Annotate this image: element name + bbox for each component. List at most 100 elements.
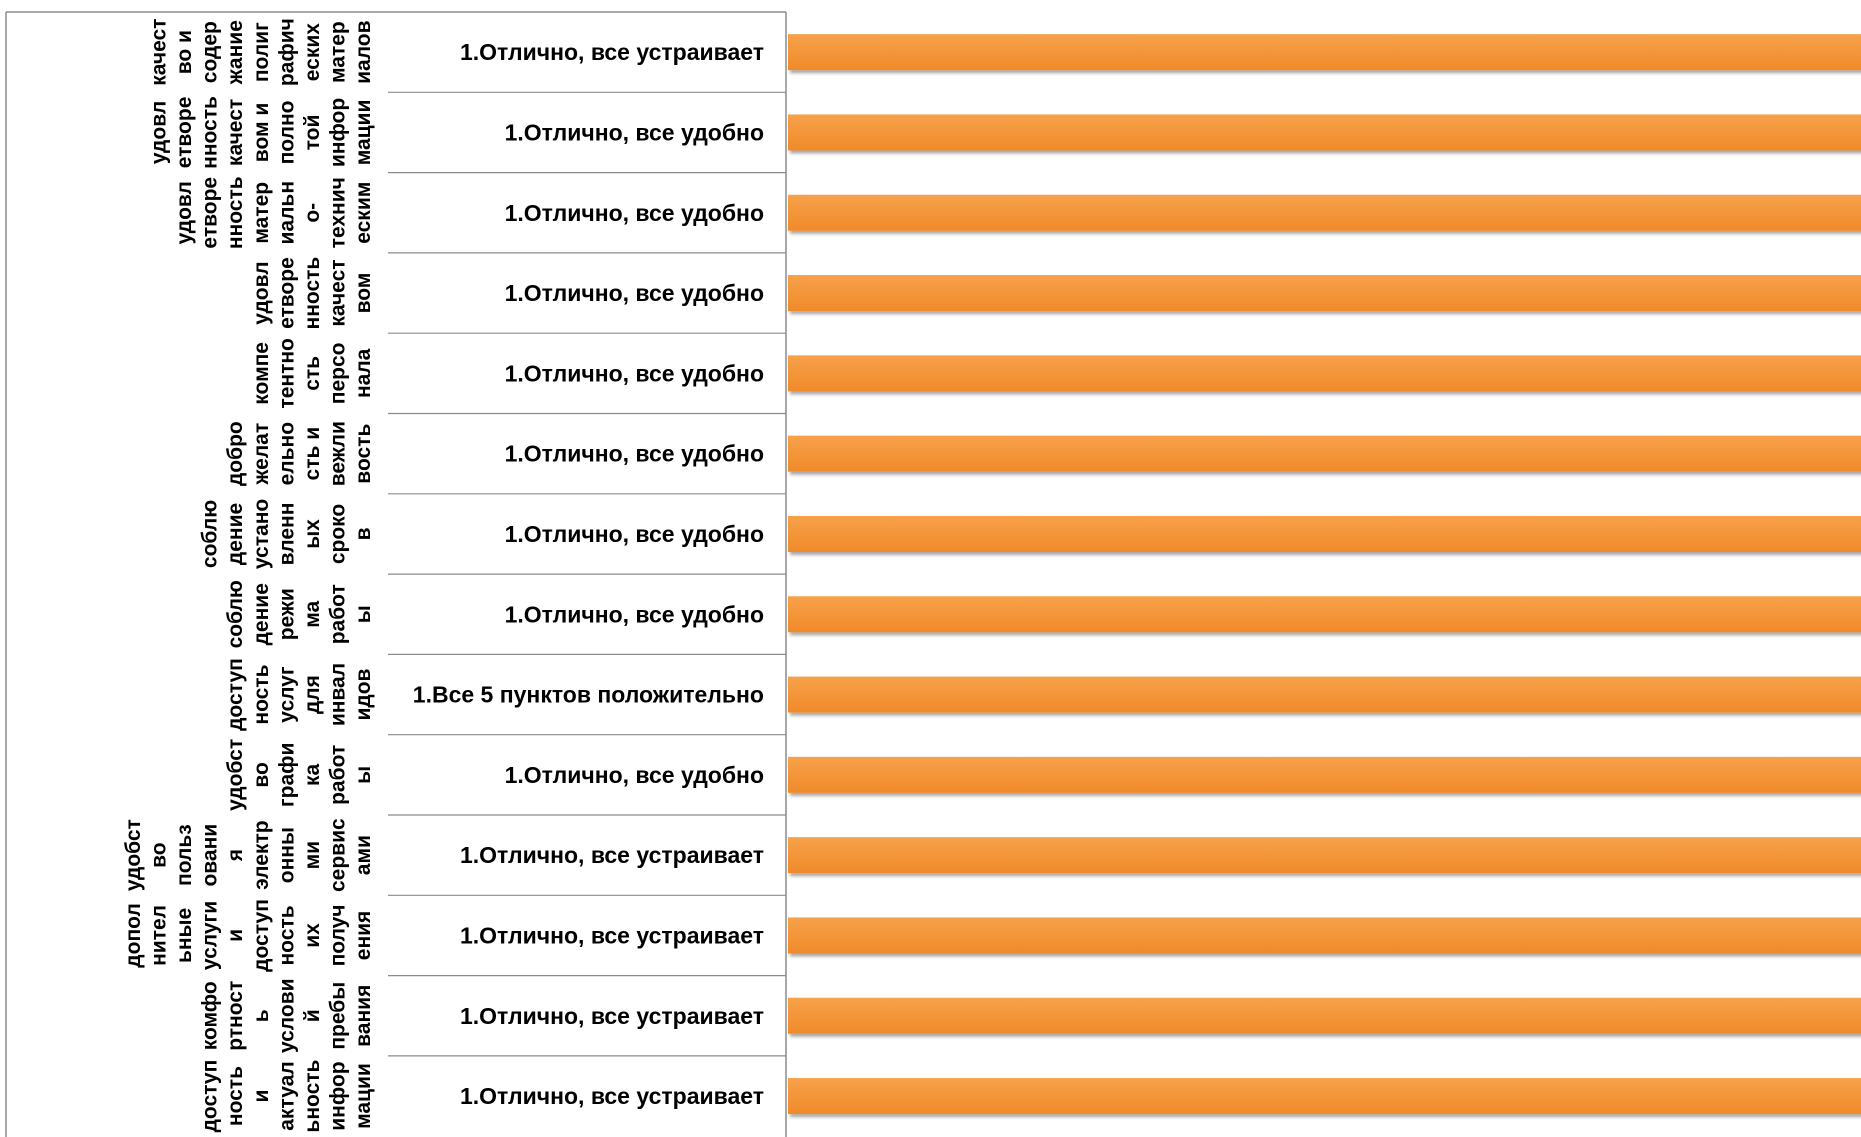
group-label-line: дение: [250, 583, 273, 645]
category-label: 1.Отлично, все устраивает: [460, 39, 764, 65]
category-label: 1.Отлично, все удобно: [505, 200, 764, 226]
group-label-line: ьность: [301, 1059, 324, 1132]
group-label-line: актуал: [275, 1061, 298, 1130]
bar: [788, 275, 1861, 312]
group-label-line: доступ: [199, 1060, 222, 1133]
group-label-line: я: [224, 849, 247, 862]
bar: [788, 114, 1861, 151]
group-label-line: в: [352, 527, 375, 540]
group-label-line: идов: [352, 668, 375, 720]
bar: [788, 837, 1861, 874]
group-label-line: иальн: [275, 181, 298, 245]
group-label-line: удовл: [173, 181, 196, 244]
group-label-line: их: [301, 923, 324, 948]
group-label-line: графи: [275, 743, 298, 808]
group-label-line: польз: [173, 824, 196, 886]
group-label-line: матер: [250, 182, 273, 244]
bar: [788, 1078, 1861, 1115]
category-label: 1.Отлично, все удобно: [505, 360, 764, 386]
category-label: 1.Отлично, все устраивает: [460, 842, 764, 868]
group-label-line: пребы: [327, 982, 350, 1050]
group-label-line: доступ: [250, 899, 273, 972]
group-label-line: рафич: [275, 18, 298, 86]
group-label-line: вленн: [275, 503, 298, 566]
group-label-line: етворе: [173, 97, 196, 169]
category-label: 1.Отлично, все удобно: [505, 280, 764, 306]
group-label-line: услуги: [199, 901, 222, 970]
bar: [788, 997, 1861, 1034]
group-label-line: вания: [352, 985, 375, 1047]
group-label-line: соблю: [199, 500, 222, 568]
group-label-line: нител: [147, 905, 170, 966]
bars-area: 68,467,155,675,674,28076,977,358,77660,4…: [788, 34, 1861, 1115]
category-label: 1.Отлично, все устраивает: [460, 1003, 764, 1029]
group-label-line: ность: [275, 905, 298, 965]
group-label-line: персо: [327, 342, 350, 404]
group-label-line: ность: [224, 1066, 247, 1126]
bar: [788, 34, 1861, 71]
group-label-line: во: [250, 762, 273, 787]
category-label: 1.Отлично, все устраивает: [460, 1083, 764, 1109]
group-label-line: качест: [224, 99, 247, 166]
group-label-line: допол: [122, 903, 145, 968]
group-label-line: нность: [301, 257, 324, 330]
group-label-line: нала: [352, 348, 375, 398]
group-label-line: вом: [352, 273, 375, 314]
group-label-line: иалов: [352, 20, 375, 83]
category-label: 1.Отлично, все удобно: [505, 762, 764, 788]
group-label-line: добро: [224, 421, 247, 486]
group-label-line: той: [301, 115, 324, 151]
group-label-line: вежли: [327, 421, 350, 486]
group-label-line: мации: [352, 1063, 375, 1129]
group-label-line: сть и: [301, 427, 324, 481]
group-label-line: ма: [301, 600, 324, 627]
group-label-line: ность: [250, 664, 273, 724]
group-label-line: й: [301, 1009, 324, 1022]
group-label-line: ы: [352, 605, 375, 623]
group-label-line: технич: [327, 177, 350, 248]
group-label-line: овани: [199, 824, 222, 887]
group-label-line: удовл: [250, 261, 273, 324]
bar: [788, 676, 1861, 713]
group-label-line: сть: [301, 356, 324, 391]
group-label-line: желат: [250, 423, 273, 486]
group-label-line: вость: [352, 424, 375, 484]
group-label-line: инфор: [327, 98, 350, 167]
group-label-line: мации: [352, 100, 375, 166]
group-label-line: услови: [275, 978, 298, 1053]
group-label-line: етворе: [199, 177, 222, 249]
bar: [788, 435, 1861, 472]
group-label-line: во: [147, 842, 170, 867]
group-label-line: ельно: [275, 422, 298, 485]
group-label-line: ь: [250, 1009, 273, 1022]
group-label-line: ами: [352, 835, 375, 875]
group-label-line: работ: [327, 745, 350, 805]
group-label-line: устано: [250, 499, 273, 569]
group-label-line: работ: [327, 584, 350, 644]
group-label-line: сроко: [327, 504, 350, 564]
group-label-line: о-: [301, 203, 324, 223]
group-label-line: матер: [327, 21, 350, 83]
group-label-line: содер: [199, 21, 222, 83]
bar: [788, 355, 1861, 392]
group-label-line: вом и: [250, 103, 273, 162]
group-label-line: удобст: [224, 739, 247, 811]
category-label: 1.Отлично, все удобно: [505, 119, 764, 145]
group-label-line: етворе: [275, 257, 298, 329]
group-label-line: удобст: [122, 819, 145, 891]
group-label-line: ми: [301, 841, 324, 869]
group-label-line: еских: [301, 23, 324, 82]
group-label-line: во и: [173, 30, 196, 74]
group-label-line: еским: [352, 182, 375, 244]
group-label-line: нность: [199, 96, 222, 169]
bar: [788, 756, 1861, 793]
bar: [788, 194, 1861, 231]
group-label-line: дение: [224, 503, 247, 565]
group-label-line: электр: [250, 820, 273, 889]
group-label-line: ртност: [224, 981, 247, 1051]
group-label-line: и: [250, 1090, 273, 1103]
group-label-line: и: [224, 929, 247, 942]
group-label-line: тентно: [275, 338, 298, 408]
